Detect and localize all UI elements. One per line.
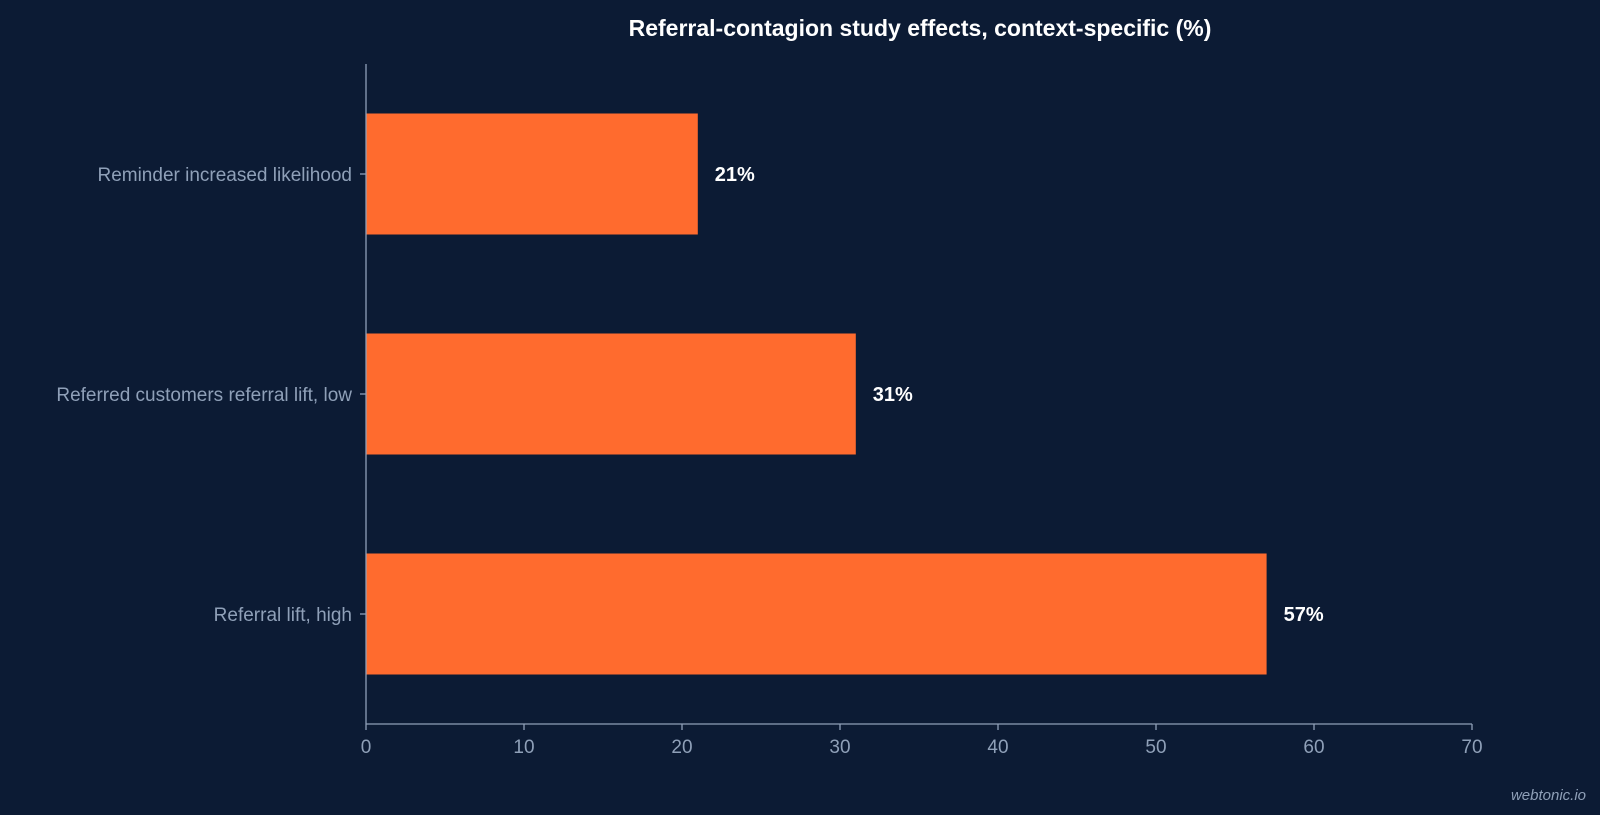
x-tick-label: 10 — [513, 737, 534, 758]
chart-title: Referral-contagion study effects, contex… — [629, 15, 1212, 41]
x-tick-label: 40 — [987, 737, 1008, 758]
bars-group: 21% 31% 57% — [366, 113, 1324, 675]
x-tick-label: 20 — [671, 737, 692, 758]
bar — [366, 333, 856, 455]
x-tick-label: 30 — [829, 737, 850, 758]
x-tick-label: 60 — [1303, 737, 1324, 758]
bar — [366, 553, 1267, 675]
x-tick-label: 0 — [361, 737, 372, 758]
bar-value-label: 21% — [715, 164, 755, 186]
category-label: Referred customers referral lift, low — [56, 385, 352, 406]
bar — [366, 113, 698, 235]
category-label: Reminder increased likelihood — [97, 165, 352, 186]
bar-value-label: 31% — [873, 384, 913, 406]
bar-value-label: 57% — [1284, 604, 1324, 626]
x-tick-label: 50 — [1145, 737, 1166, 758]
x-axis: 0 10 20 30 40 50 60 70 — [361, 723, 1483, 758]
x-tick-label: 70 — [1461, 737, 1482, 758]
y-axis: Reminder increased likelihood Referred cu… — [56, 64, 367, 724]
category-label: Referral lift, high — [214, 605, 352, 626]
watermark-text: webtonic.io — [1511, 787, 1586, 804]
